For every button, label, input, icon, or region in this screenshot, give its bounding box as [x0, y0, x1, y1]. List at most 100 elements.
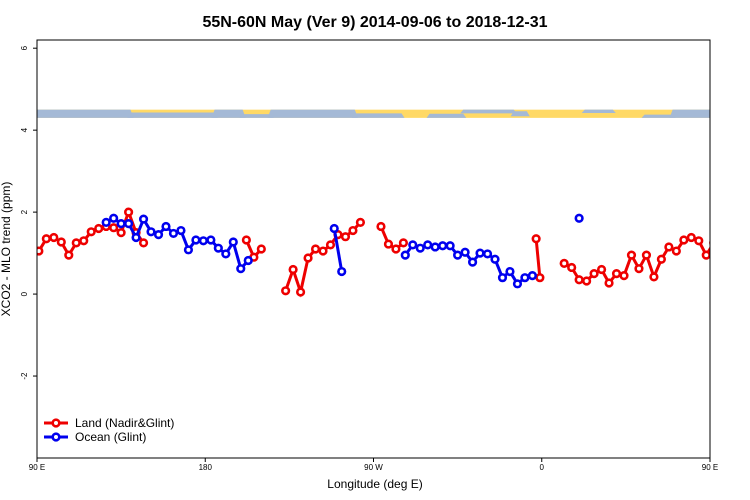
x-axis-label: Longitude (deg E): [327, 477, 422, 491]
data-point: [596, 264, 607, 275]
data-point: [740, 223, 747, 230]
map-ocean-region: [669, 109, 710, 118]
data-point: [423, 240, 433, 250]
data-point: [512, 279, 523, 289]
series-land: [37, 207, 747, 298]
data-point: [718, 238, 725, 245]
data-point: [589, 268, 599, 279]
map-ocean-region: [641, 114, 676, 118]
data-point: [146, 227, 156, 237]
data-point: [64, 250, 74, 260]
series-layer: [37, 207, 750, 298]
plot-frame: [36, 39, 711, 459]
y-axis-label: XCO2 - MLO trend (ppm): [0, 182, 13, 317]
data-point: [398, 238, 409, 248]
data-point: [746, 220, 750, 227]
map-ocean-region: [581, 109, 616, 113]
data-point: [467, 257, 478, 267]
data-point: [191, 235, 201, 245]
data-point: [243, 255, 253, 266]
data-point: [41, 234, 51, 244]
data-point: [49, 232, 59, 243]
data-point: [520, 273, 530, 283]
data-point: [383, 239, 394, 249]
data-point: [376, 221, 386, 232]
y-tick-label: 2: [20, 209, 29, 214]
data-point: [656, 254, 666, 264]
x-tick-label: 90 E: [702, 463, 718, 472]
data-point: [131, 232, 141, 243]
data-point: [79, 236, 89, 246]
x-tick-label: 90 E: [29, 463, 45, 472]
data-point: [634, 264, 644, 274]
data-point: [71, 238, 81, 248]
data-point: [641, 250, 652, 260]
data-point: [318, 246, 328, 256]
data-point: [649, 272, 659, 282]
data-point: [724, 218, 731, 225]
data-point: [527, 271, 538, 281]
data-point: [391, 244, 401, 254]
data-point: [198, 236, 208, 246]
data-point: [475, 248, 485, 258]
data-point: [604, 278, 614, 288]
y-tick-label: 0: [20, 291, 29, 296]
data-point: [400, 250, 410, 260]
y-axis: -2 0 2 4 6: [20, 45, 37, 380]
data-point: [183, 245, 194, 255]
y-tick-label: 4: [20, 127, 29, 132]
data-point: [725, 228, 732, 235]
legend-label: Ocean (Glint): [75, 430, 146, 444]
data-point: [453, 250, 463, 260]
data-point: [228, 237, 238, 247]
data-point: [94, 223, 104, 234]
map-ocean-region: [127, 112, 218, 118]
data-point: [329, 223, 339, 234]
data-point: [138, 214, 149, 224]
data-point: [664, 242, 674, 252]
data-point: [490, 254, 500, 264]
map-ocean-region: [510, 111, 530, 117]
data-point: [161, 221, 171, 232]
data-point: [531, 234, 541, 244]
data-point: [709, 240, 710, 246]
map-ocean-region: [460, 109, 517, 114]
data-point: [176, 225, 186, 236]
data-point: [671, 246, 681, 256]
data-point: [679, 235, 689, 245]
data-point: [109, 223, 119, 233]
data-point: [355, 217, 366, 227]
data-point: [445, 241, 455, 251]
data-point: [124, 218, 134, 229]
x-tick-label: 0: [540, 463, 545, 472]
chart-title: 55N-60N May (Ver 9) 2014-09-06 to 2018-1…: [202, 14, 547, 31]
data-point: [415, 243, 425, 253]
data-point: [236, 264, 246, 274]
data-point: [337, 266, 347, 277]
data-point: [295, 287, 306, 297]
data-point: [535, 273, 545, 283]
data-point: [153, 230, 164, 240]
data-point: [56, 237, 66, 247]
data-point: [138, 238, 149, 248]
data-point: [738, 220, 745, 227]
data-point: [325, 240, 336, 250]
data-point: [116, 218, 126, 229]
data-point: [559, 258, 569, 268]
data-point: [430, 242, 440, 252]
x-axis: 90 E 180 90 W 0 90 E: [29, 458, 718, 472]
data-point: [256, 244, 266, 254]
data-point: [281, 286, 291, 296]
data-point: [626, 250, 637, 260]
x-tick-label: 180: [199, 463, 213, 472]
legend: Land (Nadir&Glint)Ocean (Glint): [44, 416, 174, 444]
data-point: [310, 244, 321, 254]
data-point: [438, 241, 448, 251]
legend-swatch-marker: [51, 432, 61, 442]
data-point: [124, 207, 134, 217]
data-point: [116, 228, 126, 238]
data-point: [733, 225, 740, 232]
data-point: [109, 213, 119, 223]
data-point: [611, 268, 622, 279]
